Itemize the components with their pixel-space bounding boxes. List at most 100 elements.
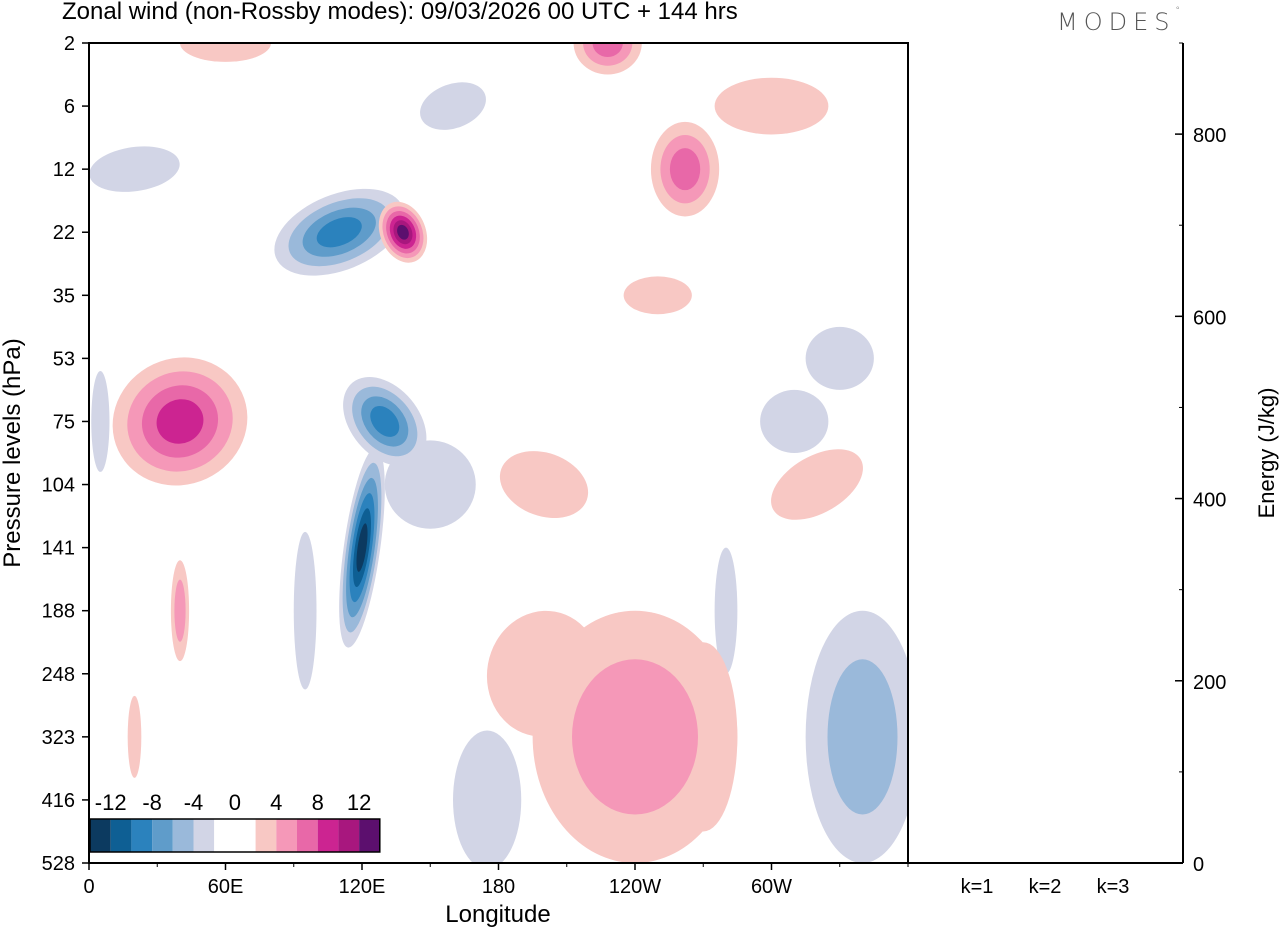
contour-band	[316, 217, 362, 248]
contour-band	[827, 659, 898, 815]
contour-band	[174, 579, 186, 642]
background-band	[180, 43, 271, 62]
energy-bars	[955, 862, 1135, 864]
lower-westerly-region	[532, 610, 738, 863]
energy-bar-label: k=3	[1097, 876, 1130, 898]
colorbar-label: 12	[347, 790, 371, 815]
contour-band	[156, 399, 204, 444]
contour-band	[499, 451, 589, 519]
background-band	[127, 695, 142, 778]
y-axis-label: Pressure levels (hPa)	[0, 338, 26, 567]
colorbar-swatch	[172, 819, 194, 852]
contour-band	[356, 523, 368, 572]
background-band	[420, 82, 486, 130]
x-axis: 0 60E 120E 180 120W 60W	[83, 863, 909, 898]
colorbar-label: -4	[184, 790, 204, 815]
contour-band	[397, 224, 409, 240]
contour-band	[370, 406, 400, 437]
colorbar-swatch	[90, 819, 111, 852]
background-band	[91, 371, 110, 472]
energy-bar-panel: 0 200 400 600 800 k=1 k=2 k=3 Energy (J/kg)	[908, 42, 1279, 898]
background-band	[453, 730, 522, 863]
y-tick-label: 2	[64, 33, 75, 55]
colorbar-swatch	[131, 819, 153, 852]
background-band	[293, 531, 317, 690]
y-tick-label: 6	[64, 96, 75, 118]
background-band	[499, 451, 589, 519]
contour-band	[669, 148, 701, 191]
energy-y-tick-label: 400	[1193, 490, 1226, 512]
x-axis-label: Longitude	[445, 901, 550, 928]
westerly-maximum	[378, 201, 428, 263]
y-tick-label: 416	[42, 790, 75, 812]
colorbar: -12 -8 -4 0 4 8 12	[86, 784, 386, 862]
energy-y-tick-label: 800	[1193, 125, 1226, 147]
y-tick-label: 248	[42, 664, 75, 686]
strong-easterly-core	[339, 447, 385, 648]
contour-band	[771, 449, 863, 520]
colorbar-swatch	[193, 819, 215, 852]
colorbar-swatch	[255, 819, 277, 852]
contour-band	[180, 43, 271, 62]
contour-band	[420, 82, 486, 130]
lower-easterly-region	[805, 610, 908, 863]
contour-band	[714, 547, 738, 674]
background-band	[714, 77, 829, 135]
energy-x-labels: k=1 k=2 k=3	[961, 876, 1130, 898]
energy-y-ticks: 0 200 400 600 800	[1175, 42, 1226, 876]
wind-field	[89, 43, 908, 863]
energy-bar-label: k=2	[1029, 876, 1062, 898]
background-band	[170, 560, 190, 662]
colorbar-swatch	[214, 819, 235, 852]
contour-band	[760, 389, 829, 454]
energy-bar	[1023, 862, 1067, 864]
colorbar-swatch	[234, 819, 256, 852]
colorbar-swatch	[110, 819, 132, 852]
x-tick-label: 120W	[609, 876, 661, 898]
background-band	[805, 326, 874, 390]
eastern-westerly-patch	[650, 121, 720, 217]
colorbar-swatch	[152, 819, 173, 852]
colorbar-label: 0	[229, 790, 241, 815]
contour-band	[623, 276, 692, 315]
y-axis: 2 6 12 22 35 53 75 104 141 188 248 323 416 528	[42, 33, 89, 875]
contour-band	[127, 695, 142, 778]
energy-bar	[955, 862, 999, 864]
y-tick-label: 141	[42, 538, 75, 560]
x-tick-label: 60W	[751, 876, 792, 898]
contour-band	[293, 531, 317, 690]
colorbar-swatch	[338, 819, 360, 852]
background-band	[714, 547, 738, 674]
contour-band	[89, 146, 180, 192]
contour-band	[91, 371, 110, 472]
x-tick-label: 60E	[208, 876, 244, 898]
energy-y-tick-label: 0	[1193, 854, 1204, 876]
colorbar-label: -12	[95, 790, 127, 815]
colorbar-label: 8	[312, 790, 324, 815]
modes-logo: MODES°	[1057, 6, 1180, 36]
colorbar-swatch	[359, 819, 380, 852]
y-tick-label: 104	[42, 475, 75, 497]
y-tick-label: 22	[53, 222, 75, 244]
background-band	[760, 389, 829, 454]
colorbar-swatch	[317, 819, 339, 852]
tilted-westerly-band	[112, 357, 248, 486]
y-tick-label: 188	[42, 601, 75, 623]
colorbar-swatch	[276, 819, 297, 852]
contour-band	[572, 659, 698, 815]
energy-bar	[1091, 862, 1135, 864]
colorbar-swatch	[297, 819, 318, 852]
x-tick-label: 120E	[339, 876, 386, 898]
y-tick-label: 323	[42, 727, 75, 749]
contour-band	[592, 43, 623, 58]
heatmap-plot: -12 -8 -4 0 4 8 12 0 60E 120E 180 120W 60W 2 6 12 22 35…	[0, 33, 909, 928]
energy-y-tick-label: 200	[1193, 672, 1226, 694]
background-band	[771, 449, 863, 520]
y-tick-label: 12	[53, 159, 75, 181]
y-tick-label: 528	[42, 853, 75, 875]
contour-band	[453, 730, 522, 863]
energy-axis-label: Energy (J/kg)	[1254, 388, 1279, 519]
contour-band	[714, 77, 829, 135]
contour-band	[805, 326, 874, 390]
